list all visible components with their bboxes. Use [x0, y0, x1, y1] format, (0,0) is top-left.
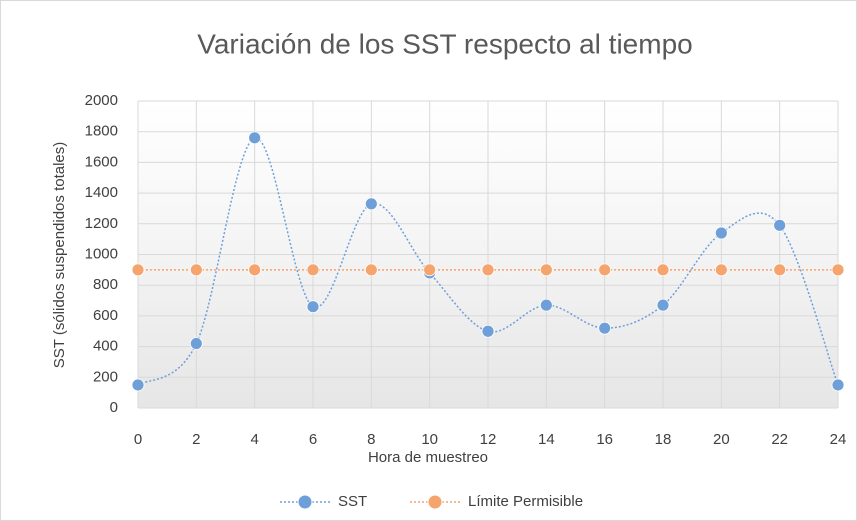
x-axis-label: Hora de muestreo [368, 449, 488, 466]
y-tick-label: 200 [93, 368, 118, 385]
data-point [714, 263, 728, 277]
data-point [656, 263, 670, 277]
data-point [831, 378, 845, 392]
data-point [773, 263, 787, 277]
data-point [248, 263, 262, 277]
x-tick-label: 12 [480, 431, 497, 448]
data-point [306, 263, 320, 277]
data-point [364, 197, 378, 211]
x-tick-label: 10 [421, 431, 438, 448]
x-tick-label: 16 [596, 431, 613, 448]
data-point [539, 263, 553, 277]
y-tick-label: 1200 [85, 215, 118, 232]
data-point [656, 298, 670, 312]
y-tick-label: 2000 [85, 92, 118, 109]
data-point [306, 300, 320, 314]
legend-label: SST [338, 493, 367, 510]
data-point [131, 378, 145, 392]
data-point [598, 263, 612, 277]
chart-title: Variación de los SST respecto al tiempo [197, 28, 692, 59]
y-tick-label: 400 [93, 338, 118, 355]
y-tick-label: 600 [93, 307, 118, 324]
data-point [714, 226, 728, 240]
data-point [481, 263, 495, 277]
x-tick-label: 0 [134, 431, 142, 448]
legend-marker [297, 494, 313, 510]
x-tick-label: 14 [538, 431, 555, 448]
data-point [831, 263, 845, 277]
x-tick-label: 2 [192, 431, 200, 448]
y-axis-label: SST (sólidos suspendidos totales) [51, 142, 68, 369]
data-point [598, 321, 612, 335]
y-tick-label: 1000 [85, 245, 118, 262]
x-tick-label: 8 [367, 431, 375, 448]
data-point [189, 263, 203, 277]
y-tick-label: 800 [93, 276, 118, 293]
y-tick-label: 1800 [85, 123, 118, 140]
data-point [423, 263, 437, 277]
data-point [539, 298, 553, 312]
data-point [131, 263, 145, 277]
x-tick-label: 4 [250, 431, 258, 448]
data-point [481, 324, 495, 338]
legend-marker [427, 494, 443, 510]
y-tick-label: 0 [110, 399, 118, 416]
x-tick-label: 18 [655, 431, 672, 448]
x-tick-label: 22 [771, 431, 788, 448]
data-point [248, 131, 262, 145]
data-point [773, 218, 787, 232]
x-tick-label: 20 [713, 431, 730, 448]
y-tick-label: 1600 [85, 153, 118, 170]
legend-label: Límite Permisible [468, 493, 583, 510]
data-point [364, 263, 378, 277]
y-tick-label: 1400 [85, 184, 118, 201]
x-tick-label: 24 [830, 431, 847, 448]
data-point [189, 337, 203, 350]
x-tick-label: 6 [309, 431, 317, 448]
